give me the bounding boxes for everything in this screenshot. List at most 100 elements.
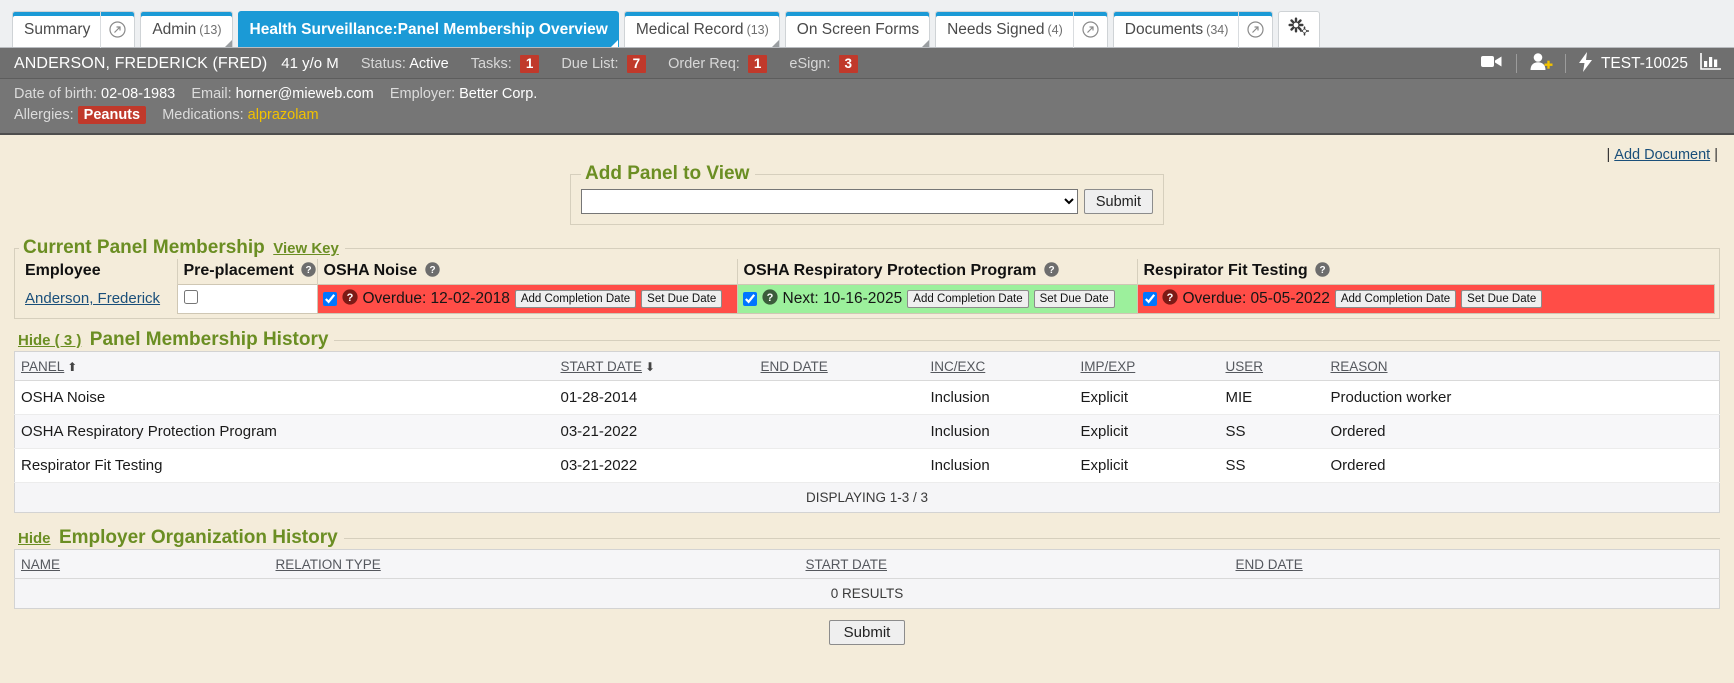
tasks-indicator[interactable]: Tasks: 1: [470, 54, 540, 73]
tasks-label: Tasks:: [470, 55, 512, 72]
popout-icon[interactable]: [1238, 11, 1272, 48]
osha-respiratory-add-completion-date-button[interactable]: Add Completion Date: [907, 290, 1029, 308]
corner-marker: [922, 40, 930, 47]
respirator-fit-testing-set-due-date-button[interactable]: Set Due Date: [1461, 290, 1543, 308]
order-req-indicator[interactable]: Order Req: 1: [668, 54, 768, 73]
panel-history-table: PANEL ⬆ START DATE ⬇ END DATE INC/EXC IMP/…: [14, 351, 1720, 513]
col-name[interactable]: NAME: [14, 549, 270, 579]
popout-icon[interactable]: [1072, 11, 1107, 48]
osha-noise-add-completion-date-button[interactable]: Add Completion Date: [514, 290, 637, 308]
current-panel-data-row: Anderson, Frederick ? Overdue: 1: [19, 284, 1715, 314]
view-key-link[interactable]: View Key: [273, 240, 339, 257]
respirator-fit-testing-status-text: Overdue: 05-05-2022: [1182, 290, 1330, 307]
osha-noise-checkbox[interactable]: [322, 292, 337, 306]
table-row[interactable]: Respirator Fit Testing 03-21-2022 Inclus…: [14, 448, 1720, 483]
add-user-icon[interactable]: [1529, 52, 1553, 75]
preplacement-checkbox[interactable]: [183, 289, 198, 304]
col-inc-exc[interactable]: INC/EXC: [924, 351, 1075, 381]
tab-on-screen-forms[interactable]: On Screen Forms: [784, 11, 931, 47]
footer-submit-button[interactable]: Submit: [828, 620, 906, 645]
tab-health-surveillance[interactable]: Health Surveillance:Panel Membership Ove…: [237, 11, 619, 47]
dob-label: Date of birth:: [14, 86, 98, 102]
lightning-bolt-icon[interactable]: [1578, 51, 1593, 76]
respirator-fit-testing-cell: ? Overdue: 05-05-2022 Add Completion Dat…: [1136, 284, 1715, 314]
col-reason[interactable]: REASON: [1324, 351, 1720, 381]
video-camera-icon[interactable]: [1480, 53, 1504, 74]
pipe-left: |: [1606, 147, 1615, 163]
esign-indicator[interactable]: eSign: 3: [789, 54, 859, 73]
panel-history-legend: Hide ( 3 ) Panel Membership History: [14, 329, 334, 351]
order-req-label: Order Req:: [668, 55, 740, 72]
help-icon[interactable]: ?: [1315, 262, 1330, 277]
tab-summary[interactable]: Summary: [12, 11, 136, 48]
osha-respiratory-checkbox[interactable]: [742, 292, 757, 306]
tab-summary-label: Summary: [24, 20, 91, 38]
col-user[interactable]: USER: [1219, 351, 1325, 381]
email-label: Email:: [191, 86, 232, 102]
patient-age-sex: 41 y/o M: [281, 55, 339, 72]
allergies-label: Allergies:: [14, 107, 74, 123]
employee-link[interactable]: Anderson, Frederick: [25, 290, 161, 307]
help-icon[interactable]: ?: [1044, 262, 1059, 277]
help-icon[interactable]: ?: [424, 262, 440, 277]
col-panel[interactable]: PANEL ⬆: [14, 351, 555, 381]
settings-gear-button[interactable]: [1278, 11, 1321, 47]
tab-admin[interactable]: Admin (13): [140, 11, 233, 47]
employer-history-hide-link[interactable]: Hide: [18, 530, 51, 547]
table-row[interactable]: OSHA Respiratory Protection Program 03-2…: [14, 414, 1720, 449]
panel-history-hide-link[interactable]: Hide ( 3 ): [18, 332, 82, 349]
col-imp-exp[interactable]: IMP/EXP: [1074, 351, 1220, 381]
tab-documents[interactable]: Documents (34): [1112, 11, 1274, 48]
respirator-fit-testing-add-completion-date-button[interactable]: Add Completion Date: [1334, 290, 1457, 308]
col-start-date[interactable]: START DATE: [799, 549, 1230, 579]
alert-icon[interactable]: ?: [761, 288, 778, 310]
cell-start-date: 03-21-2022: [554, 448, 755, 483]
sort-desc-icon: ⬇: [645, 360, 656, 374]
due-list-indicator[interactable]: Due List: 7: [561, 54, 647, 73]
cell-end-date: [754, 380, 925, 415]
tab-needs-signed-count: (4): [1047, 22, 1063, 37]
employer-history-legend-label: Employer Organization History: [58, 527, 338, 548]
popout-icon[interactable]: [100, 11, 134, 48]
cell-imp-exp: Explicit: [1074, 380, 1220, 415]
col-respirator-fit-testing: Respirator Fit Testing ?: [1136, 259, 1715, 285]
corner-marker: [224, 40, 232, 47]
cell-reason: Production worker: [1324, 380, 1720, 415]
panel-select[interactable]: [581, 189, 1078, 214]
osha-respiratory-set-due-date-button[interactable]: Set Due Date: [1033, 290, 1115, 308]
tab-needs-signed[interactable]: Needs Signed (4): [935, 11, 1108, 48]
col-start-date[interactable]: START DATE ⬇: [554, 351, 755, 381]
osha-noise-set-due-date-button[interactable]: Set Due Date: [641, 290, 723, 308]
add-panel-submit-button[interactable]: Submit: [1083, 189, 1153, 214]
tab-health-surveillance-label: Health Surveillance:Panel Membership Ove…: [249, 20, 608, 38]
svg-text:?: ?: [429, 265, 435, 276]
chart-bar-icon[interactable]: [1700, 52, 1722, 75]
tab-medical-record-label: Medical Record: [635, 20, 744, 38]
cell-inc-exc: Inclusion: [924, 380, 1075, 415]
employer-history-table: NAME RELATION TYPE START DATE END DATE 0…: [14, 549, 1720, 609]
tab-documents-count: (34): [1206, 22, 1229, 37]
cell-end-date: [754, 414, 925, 449]
patient-id: TEST-10025: [1600, 54, 1688, 72]
cell-end-date: [754, 448, 925, 483]
help-icon[interactable]: ?: [301, 262, 316, 277]
table-row[interactable]: OSHA Noise 01-28-2014 Inclusion Explicit…: [14, 380, 1720, 415]
col-end-date[interactable]: END DATE: [1229, 549, 1720, 579]
alert-icon[interactable]: ?: [1161, 288, 1178, 310]
cell-user: MIE: [1219, 380, 1325, 415]
alert-icon[interactable]: ?: [341, 288, 358, 310]
tab-medical-record[interactable]: Medical Record (13): [623, 11, 780, 47]
add-document-link[interactable]: Add Document: [1614, 147, 1711, 163]
current-panel-fieldset: Current Panel Membership View Key Employ…: [14, 237, 1720, 319]
col-end-date[interactable]: END DATE: [754, 351, 925, 381]
patient-demographics-line: Date of birth: 02-08-1983 Email: horner@…: [14, 84, 1720, 105]
status-value: Active: [409, 55, 449, 72]
employer-value: Better Corp.: [459, 86, 538, 102]
col-relation-type[interactable]: RELATION TYPE: [269, 549, 800, 579]
dob-value: 02-08-1983: [101, 86, 176, 102]
cell-start-date: 01-28-2014: [554, 380, 755, 415]
patient-allergies-line: Allergies: Peanuts Medications: alprazol…: [14, 105, 1720, 126]
divider: [1515, 54, 1517, 73]
osha-respiratory-status-text: Next: 10-16-2025: [782, 290, 903, 307]
respirator-fit-testing-checkbox[interactable]: [1142, 292, 1157, 306]
